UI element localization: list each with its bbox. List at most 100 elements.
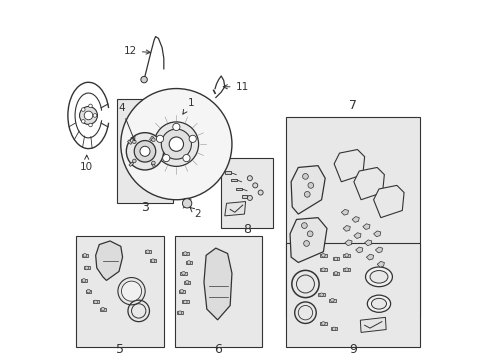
Bar [285, 117, 419, 318]
Circle shape [145, 250, 149, 253]
Polygon shape [341, 210, 348, 215]
Circle shape [321, 268, 325, 271]
Circle shape [333, 257, 337, 261]
Circle shape [141, 76, 147, 83]
Circle shape [121, 89, 231, 200]
Polygon shape [203, 248, 231, 320]
Circle shape [183, 154, 190, 162]
Polygon shape [333, 149, 364, 182]
Polygon shape [360, 318, 386, 332]
Circle shape [154, 122, 198, 166]
Circle shape [132, 140, 136, 144]
Ellipse shape [366, 295, 390, 312]
Polygon shape [83, 266, 89, 269]
Text: 9: 9 [348, 343, 356, 356]
Circle shape [182, 271, 185, 275]
Circle shape [156, 135, 163, 143]
Circle shape [132, 159, 136, 163]
Polygon shape [343, 268, 349, 271]
Polygon shape [180, 272, 186, 275]
Text: 10: 10 [80, 155, 93, 172]
Polygon shape [320, 268, 326, 271]
Circle shape [172, 123, 180, 131]
Polygon shape [355, 247, 362, 253]
Polygon shape [366, 254, 373, 260]
Circle shape [161, 129, 191, 159]
Text: 2: 2 [189, 207, 201, 219]
Bar [285, 243, 419, 347]
Circle shape [93, 114, 97, 117]
Bar [236, 188, 242, 190]
Text: 11: 11 [223, 82, 248, 92]
Polygon shape [289, 218, 326, 262]
Circle shape [321, 321, 325, 325]
Circle shape [169, 137, 183, 151]
Bar [76, 235, 163, 347]
Circle shape [321, 253, 325, 257]
Polygon shape [290, 166, 325, 214]
Circle shape [189, 135, 196, 143]
Circle shape [185, 280, 188, 284]
Polygon shape [351, 217, 359, 222]
Circle shape [183, 252, 187, 255]
Circle shape [258, 190, 263, 195]
Polygon shape [320, 322, 326, 325]
Circle shape [151, 259, 155, 262]
Polygon shape [364, 240, 371, 246]
Polygon shape [93, 301, 99, 303]
Bar [221, 158, 273, 228]
Circle shape [140, 146, 150, 156]
Bar [117, 99, 172, 203]
Polygon shape [328, 299, 335, 302]
Polygon shape [178, 290, 184, 293]
Polygon shape [150, 259, 156, 262]
Polygon shape [318, 293, 324, 296]
Bar [225, 171, 231, 174]
Circle shape [344, 268, 348, 271]
Polygon shape [81, 279, 86, 282]
Bar [151, 163, 155, 167]
Polygon shape [362, 224, 369, 229]
Circle shape [80, 107, 97, 125]
Polygon shape [185, 261, 192, 264]
Text: 12: 12 [123, 46, 150, 56]
Bar [230, 179, 236, 181]
Circle shape [187, 261, 190, 264]
Polygon shape [182, 301, 188, 303]
Circle shape [307, 183, 313, 188]
Polygon shape [320, 254, 326, 257]
Ellipse shape [371, 298, 386, 309]
Circle shape [151, 161, 155, 165]
Polygon shape [176, 311, 183, 314]
Circle shape [302, 174, 308, 179]
Circle shape [83, 253, 86, 257]
Circle shape [85, 266, 88, 270]
Circle shape [81, 120, 85, 123]
Polygon shape [96, 241, 122, 280]
Polygon shape [82, 254, 88, 257]
Circle shape [247, 176, 252, 181]
Bar [149, 136, 154, 141]
Circle shape [330, 298, 333, 302]
Circle shape [306, 231, 312, 237]
Circle shape [86, 289, 90, 293]
Ellipse shape [365, 267, 392, 287]
Circle shape [247, 195, 252, 201]
Text: 4: 4 [118, 103, 135, 140]
Polygon shape [343, 254, 349, 257]
Circle shape [182, 199, 191, 208]
Bar [174, 235, 262, 347]
Circle shape [101, 307, 104, 311]
Circle shape [304, 192, 309, 197]
Circle shape [183, 300, 187, 304]
Polygon shape [373, 231, 380, 237]
Circle shape [118, 278, 145, 305]
Text: 1: 1 [183, 98, 194, 114]
Polygon shape [330, 327, 337, 330]
Text: 6: 6 [214, 343, 222, 356]
Text: 7: 7 [348, 99, 356, 112]
Circle shape [163, 154, 169, 162]
Polygon shape [182, 252, 188, 255]
Polygon shape [100, 308, 105, 311]
Circle shape [252, 183, 257, 188]
